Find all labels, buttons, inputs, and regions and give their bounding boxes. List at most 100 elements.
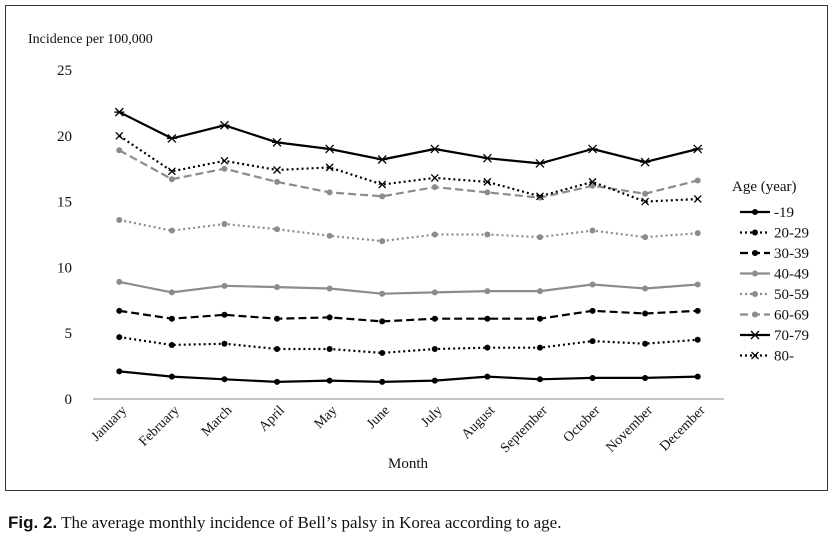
caption-label: Fig. 2. bbox=[8, 513, 58, 532]
data-point bbox=[484, 231, 491, 238]
x-tick-labels: January February March April May June July Augu… bbox=[89, 403, 709, 456]
data-point bbox=[273, 166, 282, 174]
legend-marker bbox=[752, 291, 758, 297]
data-point bbox=[536, 315, 543, 322]
series-50-59 bbox=[116, 217, 701, 245]
data-point bbox=[166, 133, 177, 143]
data-point bbox=[274, 178, 281, 185]
chart-frame: Incidence per 100,000 0 5 10 15 20 25 January… bbox=[5, 5, 828, 491]
data-point bbox=[589, 281, 596, 288]
data-point bbox=[221, 165, 228, 172]
data-point bbox=[431, 231, 438, 238]
data-point bbox=[431, 289, 438, 296]
data-point bbox=[484, 315, 491, 322]
x-tick-label: February bbox=[136, 403, 182, 449]
data-point bbox=[484, 189, 491, 196]
data-point bbox=[168, 342, 175, 349]
series-line bbox=[119, 370, 698, 383]
data-point bbox=[536, 288, 543, 295]
legend-marker bbox=[752, 229, 758, 236]
series-line bbox=[119, 336, 698, 354]
x-tick-label: April bbox=[256, 403, 288, 435]
data-point bbox=[589, 374, 596, 381]
data-point bbox=[534, 158, 545, 168]
data-point bbox=[536, 234, 543, 241]
data-point bbox=[326, 377, 333, 384]
legend-label: 70-79 bbox=[774, 328, 809, 344]
data-point bbox=[692, 144, 703, 154]
data-point bbox=[326, 232, 333, 239]
legend-marker bbox=[752, 270, 758, 277]
legend-label: 40-49 bbox=[774, 267, 809, 283]
data-point bbox=[589, 182, 596, 189]
data-point bbox=[589, 227, 596, 234]
data-point bbox=[219, 120, 230, 130]
data-point bbox=[221, 282, 228, 289]
data-point bbox=[272, 137, 283, 147]
x-tick-label: October bbox=[561, 403, 604, 446]
series-line bbox=[118, 111, 698, 165]
data-point bbox=[640, 157, 651, 167]
legend-item: -19 bbox=[740, 205, 794, 221]
data-point bbox=[642, 374, 649, 381]
x-tick-label: December bbox=[657, 403, 709, 455]
x-tick-label: July bbox=[419, 403, 446, 430]
series-40-49 bbox=[116, 278, 701, 297]
series-20-29 bbox=[116, 334, 701, 356]
data-point bbox=[431, 345, 438, 352]
data-point bbox=[326, 345, 333, 352]
data-point bbox=[221, 220, 228, 227]
data-point bbox=[379, 349, 386, 356]
legend-marker bbox=[751, 351, 759, 360]
data-point bbox=[220, 156, 229, 165]
legend-item: 40-49 bbox=[740, 267, 809, 283]
data-point bbox=[168, 315, 175, 322]
data-point bbox=[324, 144, 335, 154]
x-tick-label: August bbox=[459, 403, 498, 442]
data-point bbox=[482, 153, 493, 163]
data-point bbox=[116, 368, 123, 375]
data-point bbox=[694, 281, 701, 288]
y-tick-label: 0 bbox=[65, 392, 73, 408]
data-point bbox=[694, 177, 701, 184]
x-tick-label: March bbox=[199, 403, 235, 439]
line-chart: Incidence per 100,000 0 5 10 15 20 25 January… bbox=[28, 32, 809, 472]
legend-marker bbox=[750, 330, 760, 340]
data-point bbox=[221, 376, 228, 383]
data-point bbox=[483, 177, 492, 186]
data-point bbox=[168, 176, 175, 183]
data-point bbox=[641, 197, 650, 206]
series-line bbox=[118, 149, 698, 199]
data-point bbox=[694, 336, 701, 343]
data-point bbox=[535, 192, 544, 201]
data-point bbox=[326, 189, 333, 196]
data-point bbox=[168, 289, 175, 296]
x-tick-label: January bbox=[89, 403, 130, 444]
data-point bbox=[694, 230, 701, 237]
data-point bbox=[642, 285, 649, 292]
series-60-69 bbox=[116, 147, 701, 201]
series-line bbox=[119, 280, 698, 295]
data-point bbox=[114, 107, 125, 117]
data-point bbox=[429, 144, 440, 154]
data-point bbox=[116, 147, 123, 154]
data-point bbox=[587, 144, 598, 154]
x-tick-label: November bbox=[604, 403, 657, 456]
data-point bbox=[274, 345, 281, 352]
y-axis-label: Incidence per 100,000 bbox=[28, 32, 153, 47]
data-point bbox=[377, 155, 388, 164]
legend-title: Age (year) bbox=[732, 179, 797, 195]
data-point bbox=[484, 344, 491, 351]
series-19 bbox=[116, 368, 701, 385]
y-tick-labels: 0 5 10 15 20 25 bbox=[57, 63, 72, 408]
legend-label: 80- bbox=[774, 349, 794, 365]
data-point bbox=[274, 284, 281, 291]
x-tick-label: June bbox=[364, 403, 393, 432]
data-point bbox=[221, 311, 228, 318]
data-point bbox=[116, 278, 123, 285]
x-tick-label: September bbox=[498, 403, 551, 456]
legend-marker bbox=[752, 311, 758, 318]
legend-label: 20-29 bbox=[774, 226, 809, 242]
data-point bbox=[430, 173, 439, 182]
data-point bbox=[116, 217, 123, 224]
